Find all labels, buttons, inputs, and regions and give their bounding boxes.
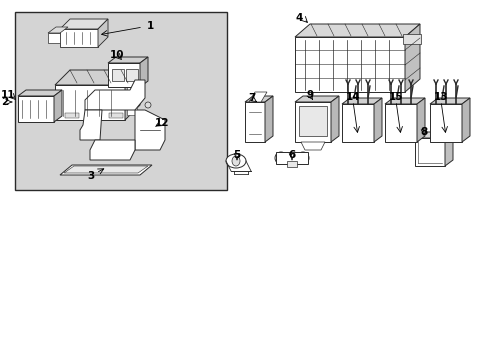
Polygon shape: [301, 142, 325, 150]
Text: 12: 12: [154, 118, 169, 128]
Polygon shape: [18, 90, 62, 96]
Bar: [87, 113, 101, 118]
Circle shape: [279, 156, 283, 160]
Circle shape: [274, 152, 286, 164]
Text: 14: 14: [345, 92, 360, 102]
Text: 3: 3: [87, 171, 95, 181]
Text: 7: 7: [248, 93, 255, 103]
Polygon shape: [404, 24, 419, 92]
Polygon shape: [108, 57, 148, 63]
Polygon shape: [461, 98, 469, 142]
Text: 15: 15: [388, 92, 403, 102]
Polygon shape: [414, 132, 452, 138]
Polygon shape: [140, 57, 148, 87]
Text: 4: 4: [295, 13, 302, 23]
Bar: [127, 103, 137, 115]
Polygon shape: [60, 19, 108, 29]
Circle shape: [145, 102, 151, 108]
Bar: [275, 152, 307, 164]
Polygon shape: [64, 166, 148, 173]
Polygon shape: [125, 70, 140, 120]
Polygon shape: [48, 27, 68, 33]
Bar: [298, 106, 326, 136]
Ellipse shape: [231, 156, 240, 166]
Circle shape: [71, 167, 76, 172]
Polygon shape: [60, 165, 152, 175]
Polygon shape: [108, 63, 140, 87]
Polygon shape: [373, 98, 381, 142]
Text: 6: 6: [288, 150, 295, 160]
Polygon shape: [48, 33, 60, 43]
Bar: [65, 113, 79, 118]
Bar: [109, 113, 123, 118]
Bar: [112, 69, 124, 81]
Bar: [402, 34, 420, 44]
Text: 5: 5: [233, 150, 240, 160]
Polygon shape: [444, 132, 452, 166]
Polygon shape: [384, 98, 424, 104]
Text: 2: 2: [1, 97, 9, 107]
Circle shape: [135, 167, 140, 172]
Circle shape: [301, 156, 305, 160]
Text: 11: 11: [1, 90, 15, 100]
Polygon shape: [330, 96, 338, 142]
Polygon shape: [414, 138, 444, 166]
Polygon shape: [85, 80, 145, 110]
Polygon shape: [416, 98, 424, 142]
Polygon shape: [244, 96, 272, 102]
Bar: [286, 161, 296, 167]
Polygon shape: [294, 102, 330, 142]
Polygon shape: [98, 19, 108, 47]
Polygon shape: [90, 140, 135, 160]
Text: 9: 9: [306, 90, 313, 100]
Bar: [127, 87, 137, 99]
Polygon shape: [341, 98, 381, 104]
Polygon shape: [341, 104, 373, 142]
Text: 8: 8: [420, 127, 427, 137]
Polygon shape: [429, 98, 469, 104]
Polygon shape: [384, 104, 416, 142]
Polygon shape: [60, 29, 98, 47]
Polygon shape: [248, 92, 266, 102]
Polygon shape: [54, 90, 62, 122]
Polygon shape: [429, 104, 461, 142]
Polygon shape: [294, 96, 338, 102]
Polygon shape: [80, 110, 102, 140]
Polygon shape: [55, 85, 125, 120]
Polygon shape: [294, 24, 419, 37]
Polygon shape: [244, 102, 264, 142]
Polygon shape: [55, 70, 140, 85]
Ellipse shape: [225, 154, 245, 168]
Bar: [15, 12, 226, 190]
Circle shape: [296, 152, 308, 164]
Bar: [126, 69, 138, 81]
Polygon shape: [135, 110, 164, 150]
Text: 10: 10: [109, 50, 124, 60]
Polygon shape: [294, 37, 404, 92]
Polygon shape: [18, 96, 54, 122]
Polygon shape: [264, 96, 272, 142]
Text: 1: 1: [146, 21, 153, 31]
Text: 13: 13: [433, 92, 447, 102]
